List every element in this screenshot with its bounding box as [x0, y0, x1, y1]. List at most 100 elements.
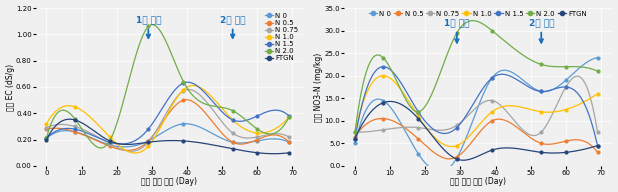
N 0: [145, 140, 152, 142]
N 0.75: [106, 142, 113, 145]
N 0.75: [562, 86, 570, 88]
N 2.0: [453, 32, 460, 34]
Y-axis label: 토양 NO3-N (mg/kg): 토양 NO3-N (mg/kg): [314, 52, 323, 122]
N 0: [43, 137, 50, 139]
Text: 1차 추비: 1차 추비: [444, 18, 470, 43]
Legend: N 0, N 0.5, N 0.75, N 1.0, N 1.5, N 2.0, FTGN: N 0, N 0.5, N 0.75, N 1.0, N 1.5, N 2.0,…: [263, 12, 300, 63]
N 1.0: [351, 131, 358, 133]
Line: FTGN: FTGN: [353, 101, 599, 161]
N 0: [106, 144, 113, 146]
N 0.5: [229, 141, 237, 143]
N 1.0: [594, 93, 601, 95]
N 2.0: [71, 117, 78, 120]
N 0.5: [351, 135, 358, 138]
N 1.5: [253, 115, 261, 117]
Line: N 2.0: N 2.0: [353, 29, 599, 133]
N 1.5: [145, 128, 152, 130]
N 1.5: [562, 86, 570, 88]
N 2.0: [594, 70, 601, 72]
N 0.5: [43, 128, 50, 130]
Line: N 0: N 0: [45, 122, 290, 146]
N 0.75: [415, 126, 422, 129]
N 1.0: [286, 116, 293, 118]
N 0: [453, 157, 460, 159]
N 1.0: [415, 115, 422, 118]
N 1.5: [594, 144, 601, 147]
N 1.0: [453, 144, 460, 147]
N 0.5: [286, 141, 293, 143]
N 0.5: [106, 145, 113, 147]
N 1.0: [106, 136, 113, 138]
N 1.0: [145, 145, 152, 147]
FTGN: [594, 144, 601, 147]
N 0.5: [488, 120, 496, 122]
N 1.0: [71, 106, 78, 108]
N 2.0: [538, 63, 545, 66]
N 2.0: [488, 29, 496, 32]
FTGN: [145, 141, 152, 143]
N 0: [538, 90, 545, 93]
N 1.5: [286, 115, 293, 117]
N 0: [229, 141, 237, 143]
FTGN: [253, 152, 261, 154]
FTGN: [71, 119, 78, 121]
N 0: [562, 79, 570, 81]
N 1.5: [538, 90, 545, 93]
N 1.5: [71, 128, 78, 130]
N 0.75: [229, 132, 237, 134]
N 1.5: [106, 141, 113, 143]
FTGN: [538, 151, 545, 154]
FTGN: [351, 138, 358, 140]
N 0.75: [488, 99, 496, 102]
Line: N 2.0: N 2.0: [45, 25, 290, 142]
N 0.75: [538, 131, 545, 133]
N 1.0: [538, 111, 545, 113]
N 0.5: [379, 117, 387, 120]
N 0: [594, 56, 601, 59]
N 2.0: [106, 140, 113, 142]
N 2.0: [286, 116, 293, 118]
FTGN: [415, 117, 422, 120]
Line: N 1.5: N 1.5: [353, 65, 599, 147]
FTGN: [286, 152, 293, 154]
N 0.5: [538, 142, 545, 145]
FTGN: [453, 158, 460, 160]
N 0: [286, 141, 293, 143]
N 0.5: [71, 131, 78, 133]
N 1.0: [43, 123, 50, 125]
FTGN: [229, 148, 237, 150]
Line: N 1.5: N 1.5: [45, 82, 290, 144]
N 0: [379, 99, 387, 102]
Text: 1차 추비: 1차 추비: [135, 15, 161, 38]
Y-axis label: 토양 EC (dS/g): 토양 EC (dS/g): [6, 63, 15, 111]
N 1.0: [379, 74, 387, 77]
Line: N 0: N 0: [353, 56, 599, 159]
N 0.75: [145, 141, 152, 143]
N 1.5: [379, 65, 387, 68]
N 2.0: [145, 25, 152, 28]
N 0.5: [180, 99, 187, 101]
N 0.75: [594, 131, 601, 133]
Line: N 0.5: N 0.5: [353, 117, 599, 158]
N 1.5: [415, 111, 422, 113]
Text: 2차 추비: 2차 추비: [528, 18, 554, 43]
N 0.5: [145, 140, 152, 142]
FTGN: [488, 149, 496, 151]
Line: FTGN: FTGN: [45, 118, 290, 154]
N 1.5: [229, 119, 237, 121]
Line: N 1.0: N 1.0: [45, 88, 290, 147]
N 0.75: [71, 125, 78, 127]
N 2.0: [351, 131, 358, 133]
N 0: [351, 142, 358, 145]
N 1.5: [351, 138, 358, 140]
N 1.5: [180, 82, 187, 84]
Text: 2차 추비: 2차 추비: [220, 15, 245, 38]
Line: N 0.75: N 0.75: [353, 86, 599, 133]
Line: N 0.75: N 0.75: [45, 89, 290, 145]
N 2.0: [43, 137, 50, 139]
FTGN: [43, 138, 50, 141]
FTGN: [180, 140, 187, 142]
Line: N 0.5: N 0.5: [45, 99, 290, 147]
N 0: [415, 153, 422, 155]
N 1.5: [453, 126, 460, 129]
